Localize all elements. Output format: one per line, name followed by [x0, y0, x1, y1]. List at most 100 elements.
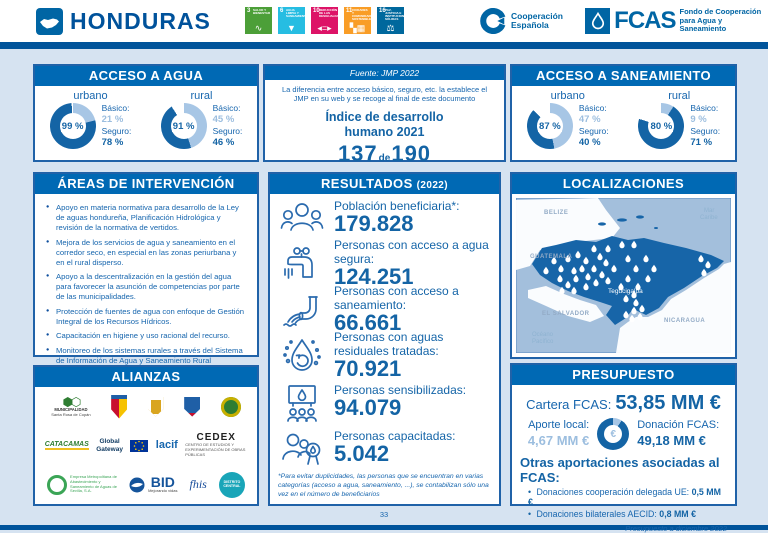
map-label-oceano: Océano — [532, 332, 554, 338]
alianzas-row-1: ⬢⬡ MUNICIPALIDAD Santa Rosa de Copán — [35, 387, 257, 426]
seguro-value: 71 % — [690, 137, 713, 149]
aporte-label: Aporte local: — [528, 419, 590, 431]
eu-flag-icon — [130, 439, 149, 452]
result-value: 66.661 — [334, 309, 402, 335]
donut-total: 87 % — [538, 120, 562, 132]
euro-symbol: € — [610, 428, 617, 440]
logo-sublabel: Mejorando vidas — [148, 488, 178, 494]
sdg-3-tile: 3 SALUD Y BIENESTAR ∿ — [245, 7, 272, 34]
result-label: Población beneficiaria*: — [334, 198, 460, 213]
presupuesto-panel: PRESUPUESTO Cartera FCAS: 53,85 MM € Apo… — [510, 363, 737, 533]
people-group-icon — [270, 200, 334, 236]
idh-de: de — [378, 153, 391, 164]
logo-label: fhis — [189, 477, 207, 492]
logo-label: Global — [99, 438, 120, 446]
page-number: 33 — [379, 510, 389, 519]
treated-water-drop-icon — [270, 336, 334, 376]
sdg-10-equality-icon: ◂=▸ — [317, 23, 332, 33]
donut-total: 91 % — [171, 120, 196, 132]
basico-value: 45 % — [212, 114, 235, 126]
distrito-central-badge-icon: DISTRITO CENTRAL — [218, 471, 245, 498]
municipal-crest-logo-1 — [111, 394, 128, 419]
donacion-value: 49,18 MM € — [637, 432, 706, 448]
crest-icon — [184, 396, 201, 417]
result-value: 124.251 — [334, 263, 414, 289]
areas-title: ÁREAS DE INTERVENCIÓN — [35, 174, 257, 194]
fuente-idh-panel: Fuente: JMP 2022 La diferencia entre acc… — [263, 64, 506, 166]
map-label-mar-caribe-2: Caribe — [700, 215, 718, 221]
sdg-number: 6 — [280, 8, 284, 14]
group-label: rural — [668, 90, 691, 102]
fhis-logo: fhis — [190, 478, 207, 491]
header-divider-bar — [0, 42, 768, 49]
seguro-value: 40 % — [578, 137, 601, 149]
map-label-mar-caribe: Mar — [704, 208, 714, 214]
group-label: urbano — [550, 90, 585, 102]
catacamas-logo: CATACAMAS — [44, 441, 89, 451]
alianzas-row-2: CATACAMAS Global Gateway lacif CEDEX — [35, 426, 257, 465]
faucet-icon — [270, 244, 334, 284]
jmp-note: La diferencia entre acceso básico, segur… — [281, 85, 488, 103]
hexagons-icon: ⬢⬡ — [62, 395, 81, 410]
distrito-central-logo: DISTRITO CENTRAL — [218, 471, 245, 498]
area-item: Mejora de los servicios de agua y saneam… — [45, 238, 247, 268]
sdg-number: 11 — [346, 8, 353, 14]
fcas-subtitle-line2: para Agua y Saneamiento — [679, 15, 727, 34]
resultados-title-text: RESULTADOS — [321, 176, 413, 191]
honduras-map: BELIZE GUATEMALA EL SALVADOR NICARAGUA T… — [515, 197, 732, 358]
coop-label-line2: Española — [511, 20, 549, 30]
result-row: Personas capacitadas: 5.042 — [270, 425, 499, 470]
municipal-crest-logo-2 — [147, 396, 164, 417]
eu-flag-logo — [130, 439, 149, 452]
logo-label: Gateway — [96, 445, 123, 453]
area-item: Protección de fuentes de agua con enfoqu… — [45, 307, 247, 327]
map-label-tegucigalpa: Tegucigalpa — [608, 288, 643, 295]
sdg-16-tile: 16 PAZ, JUSTICIA E INSTITUCIONES SÓLIDAS… — [377, 7, 404, 34]
group-label: rural — [190, 90, 213, 102]
seguro-label: Seguro: — [212, 126, 243, 137]
saneamiento-rural-group: rural 80 % Básico: 9 % Seguro: 71 % — [624, 86, 736, 150]
acceso-agua-panel: ACCESO A AGUA urbano 99 % Básico: 21 % S… — [33, 64, 259, 162]
sdg-16-peace-icon: ⚖ — [386, 23, 395, 33]
resultados-year: (2022) — [416, 180, 448, 191]
idh-total: 190 — [391, 141, 432, 166]
logo-label: BID — [150, 474, 175, 491]
result-label: Personas con aguas residuales tratadas: — [334, 330, 444, 358]
crest-icon — [111, 394, 128, 419]
logo-label: MUNICIPALIDAD — [54, 407, 88, 413]
logo-sublabel: Empresa Metropolitana de Abastecimiento … — [70, 473, 117, 494]
sdg-name: PAZ, JUSTICIA E INSTITUCIONES SÓLIDAS — [385, 8, 404, 22]
basico-value: 9 % — [690, 114, 707, 126]
resultados-panel: RESULTADOS (2022) Población beneficiaria… — [268, 172, 501, 506]
fcas-acronym: FCAS — [614, 7, 676, 34]
sdg-name: CIUDADES Y COMUNIDADES SOSTENIBLES — [352, 8, 371, 22]
otras-item-value: 0,5 MM € — [528, 487, 721, 507]
agua-rural-donut-chart: 91 % — [160, 103, 207, 150]
area-item: Apoyo a la descentralización en la gesti… — [45, 272, 247, 302]
seguro-label: Seguro: — [690, 126, 721, 137]
map-label-guatemala: GUATEMALA — [530, 254, 573, 260]
municipal-badge-logo-4 — [220, 396, 241, 417]
honduras-silhouette-icon — [40, 18, 59, 28]
fcas-subtitle-line1: Fondo de Cooperación — [679, 7, 762, 17]
sdg-number: 3 — [247, 8, 251, 14]
cooperacion-c-icon — [480, 8, 506, 34]
alianzas-title: ALIANZAS — [35, 367, 257, 387]
cedex-logo: CEDEX CENTRO DE ESTUDIOS Y EXPERIMENTACI… — [185, 433, 247, 457]
saneamiento-urbano-group: urbano 87 % Básico: 47 % Seguro: 40 % — [512, 86, 624, 150]
bid-globe-icon — [129, 477, 145, 492]
sdg-name: AGUA LIMPIA Y SANEAMIENTO — [286, 8, 305, 19]
fcas-drop-icon — [585, 8, 611, 34]
seguro-value: 46 % — [212, 137, 235, 149]
localizaciones-title: LOCALIZACIONES — [512, 174, 735, 194]
sdg-3-health-icon: ∿ — [254, 23, 263, 33]
aporte-value: 4,67 MM € — [527, 432, 590, 448]
result-value: 5.042 — [334, 441, 390, 467]
localizaciones-panel: LOCALIZACIONES — [510, 172, 737, 359]
area-item: Capacitación en higiene y uso racional d… — [45, 331, 247, 341]
result-row: Personas con acceso a agua segura: 124.2… — [270, 239, 499, 289]
alianzas-panel: ALIANZAS ⬢⬡ MUNICIPALIDAD Santa Rosa de … — [33, 365, 259, 506]
logo-label: lacif — [155, 438, 178, 451]
map-label-oceano-2: Pacífico — [532, 339, 554, 345]
result-row: Personas con aguas residuales tratadas: … — [270, 330, 499, 379]
